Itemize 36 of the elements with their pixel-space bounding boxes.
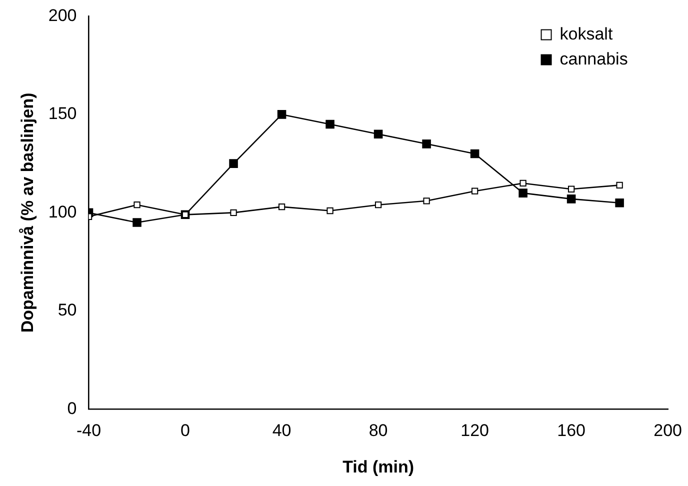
- point: [132, 218, 142, 227]
- x-tick-label: 0: [180, 421, 190, 440]
- point: [326, 207, 334, 214]
- point: [470, 149, 480, 158]
- y-tick-label: 200: [48, 6, 77, 25]
- x-tick-label: -40: [76, 421, 102, 440]
- point: [422, 140, 431, 148]
- y-tick-label: 0: [67, 398, 77, 418]
- point: [374, 130, 383, 138]
- x-tick-label: 160: [557, 421, 586, 440]
- point: [277, 110, 286, 119]
- x-tick-label: 200: [654, 421, 682, 440]
- x-tick-label: 40: [272, 421, 292, 440]
- point: [518, 188, 528, 198]
- point: [326, 120, 334, 129]
- y-axis-title: Dopaminnivå (% av baslinjen): [18, 92, 37, 333]
- point: [278, 203, 286, 210]
- point: [229, 159, 238, 168]
- legend-label: koksalt: [560, 24, 613, 44]
- point: [230, 209, 237, 216]
- x-tick-label: 120: [460, 421, 489, 440]
- point: [374, 202, 382, 208]
- point: [471, 188, 478, 194]
- point: [566, 194, 576, 204]
- y-tick-label: 100: [48, 202, 77, 222]
- x-tick-label: 80: [368, 421, 388, 440]
- point: [520, 180, 526, 187]
- point: [616, 182, 623, 189]
- y-tick-label: 150: [48, 104, 77, 124]
- x-axis-title: Tid (min): [342, 457, 414, 476]
- y-tick-label: 50: [58, 300, 77, 320]
- legend-label: cannabis: [560, 49, 628, 68]
- point: [423, 198, 430, 204]
- point: [615, 198, 624, 208]
- point: [134, 202, 140, 208]
- point: [568, 186, 575, 192]
